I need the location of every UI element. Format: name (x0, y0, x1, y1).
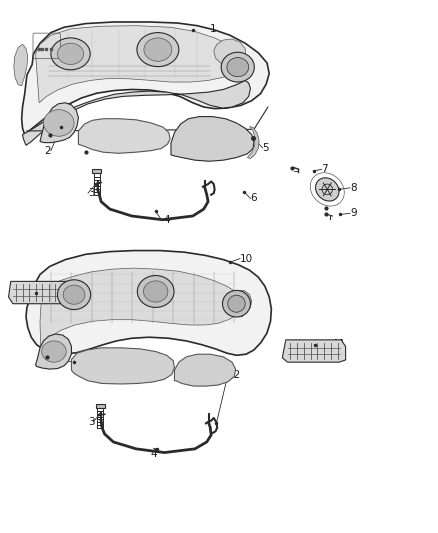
Polygon shape (71, 348, 174, 384)
Ellipse shape (63, 285, 85, 304)
Text: 3: 3 (88, 417, 95, 427)
Text: 2: 2 (44, 146, 51, 156)
Ellipse shape (221, 52, 254, 82)
Ellipse shape (227, 58, 249, 77)
Text: 12: 12 (228, 370, 241, 381)
Polygon shape (283, 340, 346, 362)
Text: 6: 6 (251, 193, 257, 204)
Ellipse shape (144, 38, 172, 61)
Polygon shape (14, 44, 28, 86)
Polygon shape (247, 127, 259, 159)
Text: 4: 4 (163, 215, 170, 225)
Text: 5: 5 (263, 143, 269, 153)
Ellipse shape (43, 110, 74, 136)
Text: 8: 8 (350, 183, 357, 193)
Polygon shape (214, 39, 246, 75)
Polygon shape (35, 26, 240, 103)
Polygon shape (22, 80, 251, 146)
Polygon shape (78, 119, 170, 154)
Polygon shape (21, 22, 269, 135)
Ellipse shape (144, 281, 168, 302)
Ellipse shape (315, 178, 339, 201)
Ellipse shape (223, 290, 251, 317)
Text: 14: 14 (13, 284, 26, 294)
Text: 13: 13 (52, 356, 65, 366)
Text: 7: 7 (321, 164, 328, 174)
Polygon shape (40, 268, 242, 352)
Text: 10: 10 (240, 254, 253, 263)
Text: 1: 1 (210, 24, 217, 34)
Text: 11: 11 (332, 338, 346, 349)
Ellipse shape (51, 38, 90, 70)
Text: 4: 4 (150, 449, 157, 458)
Polygon shape (171, 117, 254, 161)
Ellipse shape (57, 43, 84, 64)
Polygon shape (174, 354, 236, 386)
Polygon shape (96, 404, 105, 408)
Polygon shape (35, 334, 71, 369)
Ellipse shape (57, 280, 91, 310)
Text: 3: 3 (88, 188, 95, 198)
Ellipse shape (138, 276, 174, 308)
Polygon shape (92, 169, 101, 173)
Ellipse shape (228, 295, 245, 312)
Polygon shape (237, 290, 252, 317)
Polygon shape (26, 251, 272, 356)
Ellipse shape (42, 341, 66, 362)
Polygon shape (40, 103, 78, 143)
Ellipse shape (137, 33, 179, 67)
Text: 9: 9 (350, 208, 357, 219)
Polygon shape (9, 281, 76, 304)
